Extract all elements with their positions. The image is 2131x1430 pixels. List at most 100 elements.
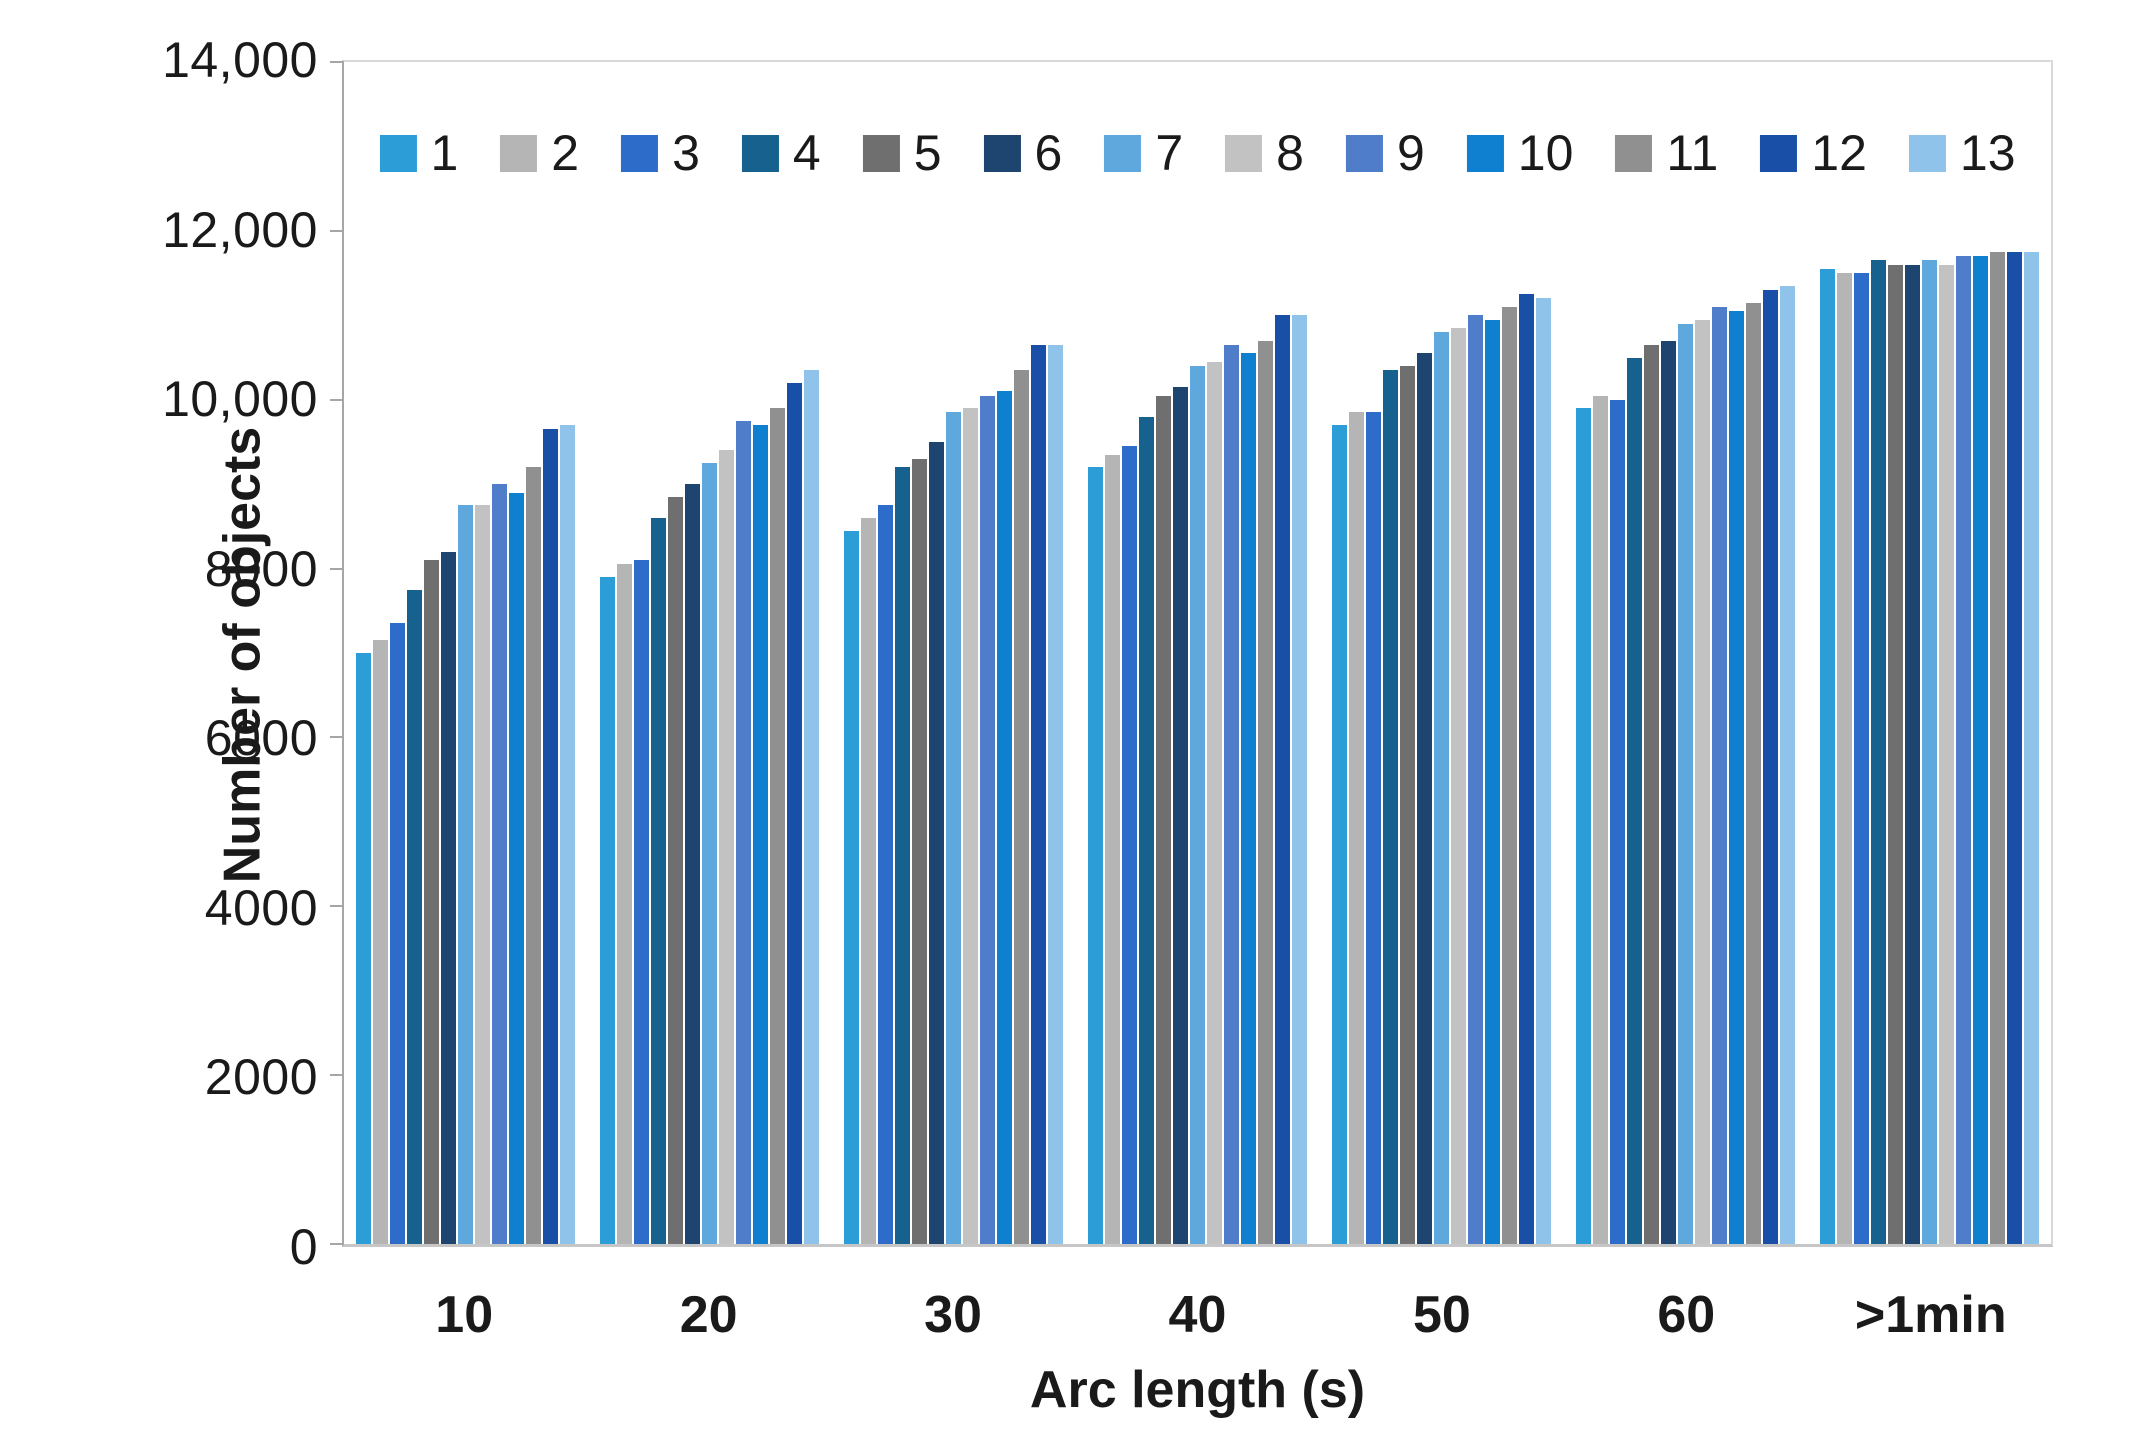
bar-series-4 [1870, 260, 1886, 1244]
bar-series-12 [1031, 344, 1047, 1244]
bar-group [1076, 62, 1320, 1244]
y-axis-tick-labels: 14,000 12,000 10,000 8000 6000 4000 2000 0 [0, 32, 318, 1275]
bar-series-3 [1853, 273, 1869, 1244]
bar-series-11 [1014, 370, 1030, 1244]
bar-series-8 [1450, 327, 1466, 1244]
legend-label: 6 [1034, 125, 1063, 181]
bar-group [1563, 62, 1807, 1244]
bar-series-5 [1156, 395, 1171, 1244]
legend-label: 12 [1811, 125, 1867, 181]
bar-series-8 [1207, 361, 1222, 1244]
legend-item: 3 [621, 124, 700, 182]
bar-series-10 [997, 391, 1013, 1244]
bar-group [588, 62, 832, 1244]
legend-label: 13 [1959, 125, 2016, 181]
bar-series-10 [1972, 256, 1988, 1244]
bar-series-11 [1745, 302, 1761, 1244]
bar-series-9 [1711, 306, 1727, 1244]
y-tick-mark [330, 567, 344, 570]
legend-item: 10 [1466, 124, 1573, 182]
bar-series-6 [441, 551, 457, 1244]
bar-series-11 [1989, 251, 2005, 1244]
bar-series-7 [1921, 260, 1937, 1244]
bar-series-10 [1241, 353, 1256, 1244]
bar-series-12 [543, 429, 559, 1244]
bar-series-4 [407, 589, 423, 1244]
bar-series-3 [1365, 412, 1381, 1244]
bar-series-7 [1433, 332, 1449, 1244]
bar-series-1 [1575, 408, 1591, 1244]
bar-series-5 [1643, 344, 1659, 1244]
bar-series-1 [600, 577, 616, 1244]
bar-series-11 [770, 408, 786, 1244]
legend-item: 6 [983, 124, 1063, 182]
bar-series-5 [1887, 264, 1903, 1244]
legend-item: 12 [1760, 124, 1867, 182]
bar-groups [344, 62, 2051, 1244]
legend-item: 4 [741, 124, 821, 182]
bar-series-9 [736, 420, 752, 1244]
legend-swatch-icon [862, 134, 900, 172]
bar-series-12 [1518, 294, 1534, 1244]
legend-label: 7 [1155, 125, 1184, 181]
y-tick-mark [330, 229, 344, 232]
legend-label: 11 [1666, 125, 1719, 181]
legend-swatch-icon [1760, 134, 1798, 172]
legend-swatch-icon [1225, 134, 1263, 172]
bar-series-6 [929, 441, 945, 1244]
y-tick-mark [330, 398, 344, 401]
bar-series-11 [526, 467, 542, 1244]
bar-series-9 [980, 395, 996, 1244]
bar-series-3 [1122, 446, 1137, 1244]
y-tick-label: 0 [289, 1219, 318, 1275]
bar-series-4 [895, 467, 911, 1244]
legend-swatch-icon [1345, 134, 1383, 172]
legend-swatch-icon [500, 134, 538, 172]
legend-swatch-icon [1104, 134, 1142, 172]
x-tick-label: 20 [679, 1286, 738, 1344]
bar-group [1319, 62, 1563, 1244]
bar-series-7 [1677, 323, 1693, 1244]
bar-series-13 [1779, 285, 1795, 1244]
bar-group [344, 62, 588, 1244]
x-tick-label: >1min [1854, 1286, 2007, 1344]
bar-series-10 [1484, 319, 1500, 1244]
legend-label: 2 [551, 125, 580, 181]
bar-series-1 [1819, 268, 1835, 1244]
x-axis-title: Arc length (s) [1029, 1361, 1366, 1419]
bar-series-4 [1382, 370, 1398, 1244]
y-tick-mark [330, 736, 344, 739]
bar-series-11 [1258, 340, 1273, 1244]
legend-item: 2 [500, 124, 579, 182]
y-tick-label: 4000 [204, 879, 318, 936]
bar-series-6 [685, 484, 701, 1244]
legend-swatch-icon [741, 134, 779, 172]
bar-series-10 [1728, 311, 1744, 1244]
bar-series-2 [1348, 412, 1364, 1244]
legend-item: 1 [379, 124, 458, 182]
bar-series-4 [651, 517, 667, 1244]
bar-series-3 [878, 505, 894, 1244]
bar-series-9 [492, 484, 508, 1244]
bar-series-12 [1762, 289, 1778, 1244]
y-tick-mark [330, 905, 344, 908]
legend-swatch-icon [621, 134, 659, 172]
legend-label: 4 [792, 125, 821, 181]
bar-series-2 [861, 517, 877, 1244]
x-axis-tick-labels: 10 20 30 40 50 60 >1min [342, 1285, 2053, 1345]
bar-series-5 [668, 496, 684, 1244]
legend-label: 9 [1396, 125, 1425, 181]
legend-swatch-icon [983, 134, 1021, 172]
legend-label: 3 [672, 125, 700, 181]
bar-series-10 [509, 492, 525, 1244]
bar-series-5 [424, 560, 440, 1244]
x-tick-label: 60 [1657, 1286, 1716, 1344]
bar-series-13 [1048, 344, 1064, 1244]
bar-series-7 [1190, 365, 1205, 1244]
y-tick-label: 2000 [204, 1049, 318, 1106]
bar-series-6 [1416, 353, 1432, 1244]
bar-series-5 [1399, 365, 1415, 1244]
x-tick-label: 40 [1168, 1286, 1227, 1344]
x-tick-label: 50 [1412, 1286, 1471, 1344]
